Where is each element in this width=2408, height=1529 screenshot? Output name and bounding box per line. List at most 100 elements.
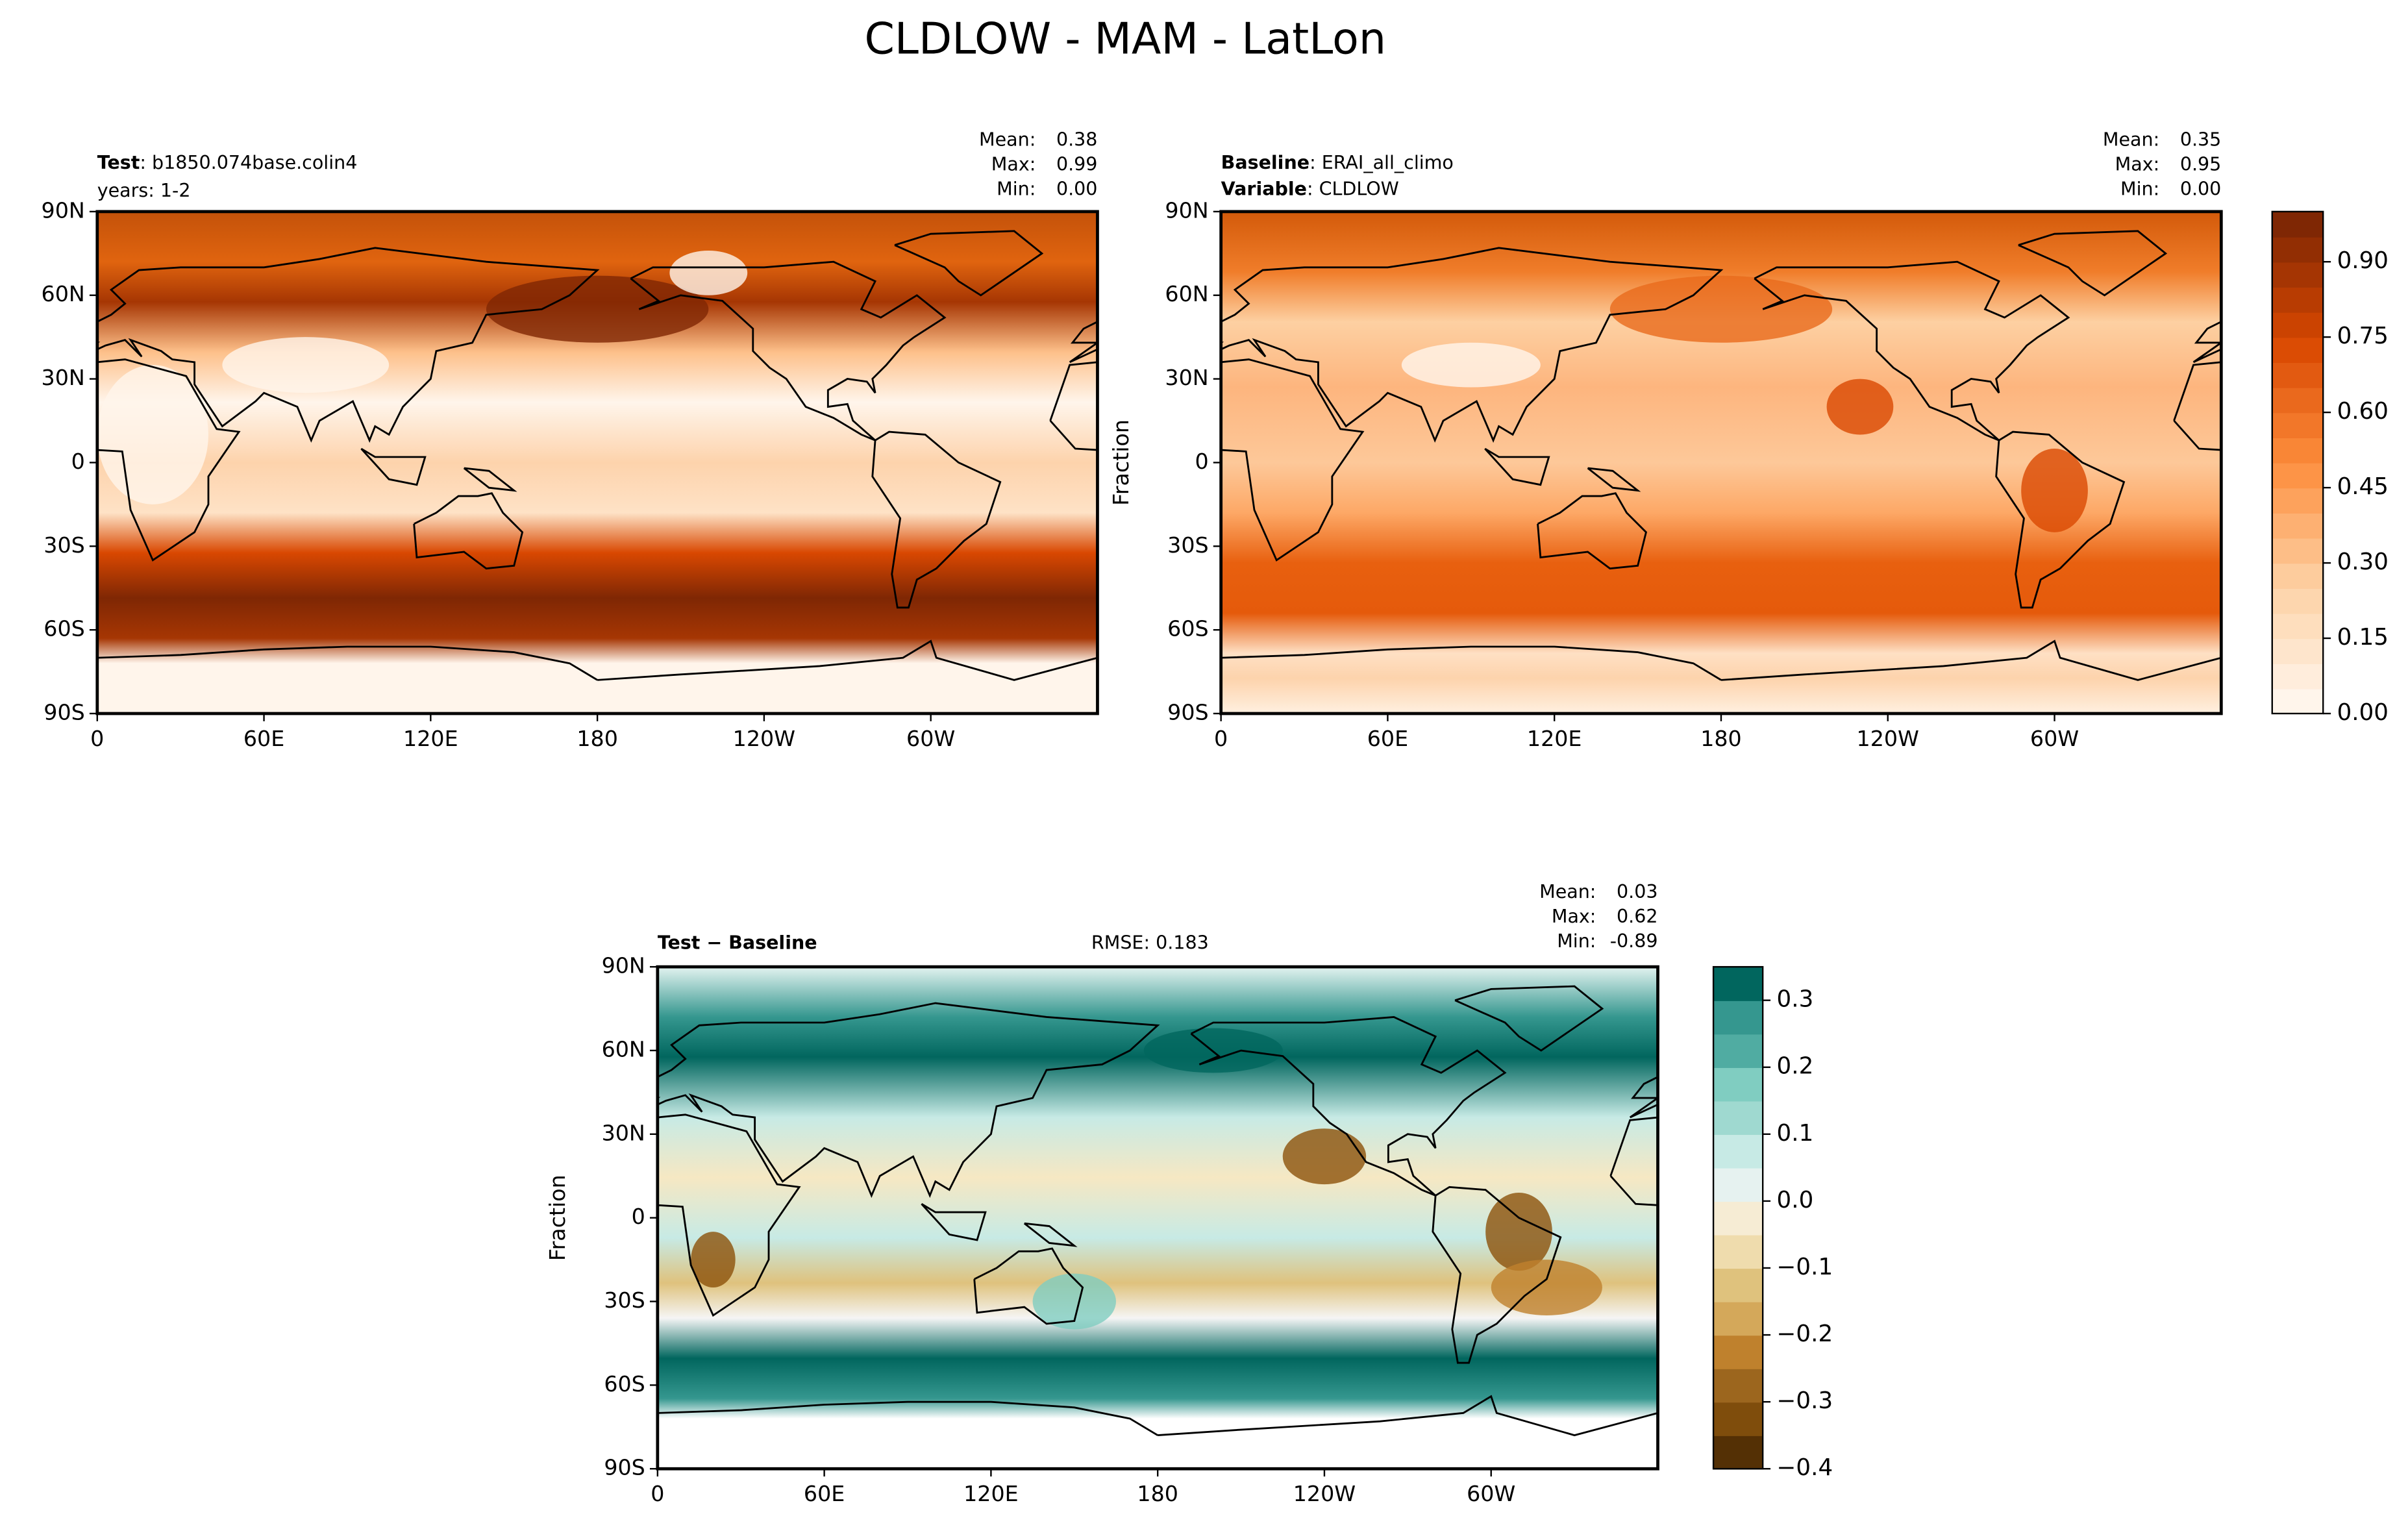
colorbar-tick-label: −0.3 <box>1777 1387 1833 1414</box>
field-feature <box>1609 275 1833 343</box>
colorbar: 0.00 0.15 0.30 0.45 0.60 0.75 0.90 <box>2271 210 2389 726</box>
field-feature <box>222 337 390 393</box>
y-tick-label: 60S <box>604 1371 645 1397</box>
colorbar-band <box>2272 286 2324 313</box>
x-tick-label: 120W <box>1293 1481 1356 1506</box>
colorbar-band <box>1713 1267 1763 1302</box>
colorbar-band <box>1713 1234 1763 1269</box>
coastline <box>1754 260 2070 441</box>
colorbar-band <box>1713 1167 1763 1202</box>
y-tick-label: 30S <box>1167 532 1208 558</box>
x-tick-label: 60E <box>804 1481 845 1506</box>
colorbar-band <box>2272 437 2324 464</box>
y-tick-label: 90S <box>1167 699 1208 725</box>
coastline <box>1432 1186 1562 1364</box>
x-tick-label: 120E <box>403 726 458 751</box>
coastline <box>1587 467 1641 492</box>
colorbar-tick-label: 0.1 <box>1777 1120 1814 1147</box>
stat-name: Min: <box>2120 179 2159 200</box>
x-tick-label: 120W <box>733 726 795 751</box>
y-tick-label: 60N <box>1165 281 1208 306</box>
stat-value: 0.00 <box>1056 179 1097 200</box>
colorbar-band <box>2272 488 2324 514</box>
x-tick-label: 0 <box>651 1481 664 1506</box>
stat-name: Mean: <box>1539 881 1596 902</box>
colorbar-band <box>2272 512 2324 539</box>
colorbar-band <box>2272 236 2324 263</box>
map-field <box>0 211 1098 714</box>
coastline <box>97 645 598 681</box>
colorbar-band <box>1713 1335 1763 1369</box>
colorbar-tick-label: −0.1 <box>1777 1254 1833 1280</box>
colorbar-frame <box>2271 210 2324 715</box>
x-tick-label: 180 <box>1137 1481 1178 1506</box>
colorbar-band <box>1713 1368 1763 1403</box>
coastline <box>657 1400 1158 1436</box>
coastline <box>454 986 602 1050</box>
colorbar-band <box>1713 1000 1763 1035</box>
stat-name: Mean: <box>979 129 1036 150</box>
y-tick-label: 90N <box>42 197 85 223</box>
label-key: Test − Baseline <box>658 932 817 953</box>
field-feature <box>2144 1028 2283 1073</box>
stat-value: 0.38 <box>1056 129 1097 150</box>
field-feature <box>282 1128 366 1184</box>
field-feature <box>486 1193 552 1271</box>
coastline <box>191 1017 505 1195</box>
colorbar-tick-label: 0.60 <box>2337 398 2389 425</box>
coastline <box>1720 640 2222 681</box>
coastline <box>921 1203 987 1241</box>
x-tick-label: 60W <box>1467 1481 1515 1506</box>
colorbar-band <box>2272 312 2324 338</box>
y-tick-label: 30S <box>604 1287 645 1313</box>
field-feature <box>2021 448 2088 532</box>
coastline <box>1221 645 1722 681</box>
colorbar-frame <box>1712 965 1764 1470</box>
colorbar-band <box>2272 688 2324 715</box>
colorbar-band <box>2272 262 2324 288</box>
field-feature <box>2283 1128 2366 1184</box>
y-tick-label: 90N <box>602 953 645 978</box>
x-tick-label: 60E <box>1367 726 1408 751</box>
colorbar-band <box>2272 462 2324 489</box>
field-feature <box>486 275 709 343</box>
coastline <box>871 430 1002 609</box>
y-tick-label: 60S <box>1167 616 1208 641</box>
label-key: Test <box>97 152 140 173</box>
coastline <box>97 247 600 443</box>
colorbar-band <box>1713 1402 1763 1436</box>
colorbar-tick-label: 0.00 <box>2337 699 2389 726</box>
stat-value: 0.35 <box>2180 129 2221 150</box>
coastline <box>463 467 517 492</box>
field-feature <box>32 1274 116 1330</box>
colorbar-tick-label: 0.30 <box>2337 549 2389 575</box>
coastline <box>1190 1015 1507 1197</box>
coastline <box>1922 1204 1985 1240</box>
stat-name: Min: <box>997 179 1036 200</box>
figure-title: CLDLOW - MAM - LatLon <box>864 13 1386 64</box>
field-feature <box>1491 1260 1602 1316</box>
colorbar-band <box>2272 563 2324 589</box>
coastline <box>97 358 241 562</box>
colorbar-tick-label: 0.3 <box>1777 986 1814 1013</box>
field-feature <box>669 251 748 295</box>
x-tick-label: 120E <box>1527 726 1582 751</box>
x-tick-label: 120E <box>963 1481 1019 1506</box>
colorbar-tick-label: −0.2 <box>1777 1321 1833 1347</box>
coastline <box>1454 985 1604 1052</box>
coastline <box>2024 1223 2074 1245</box>
coastline <box>1484 447 1550 486</box>
field-feature <box>1282 1128 1367 1185</box>
colorbar-tick-label: 0.75 <box>2337 323 2389 349</box>
x-tick-label: 0 <box>1214 726 1228 751</box>
y-axis-label: Fraction <box>545 1175 570 1261</box>
label-value: : ERAI_all_climo <box>1310 152 1454 173</box>
map-field <box>32 967 2366 1469</box>
coastline <box>1023 1222 1078 1247</box>
coastline <box>0 231 42 295</box>
field-feature <box>143 1028 282 1073</box>
stat-name: Max: <box>991 154 1036 175</box>
coastline <box>2018 230 2168 297</box>
